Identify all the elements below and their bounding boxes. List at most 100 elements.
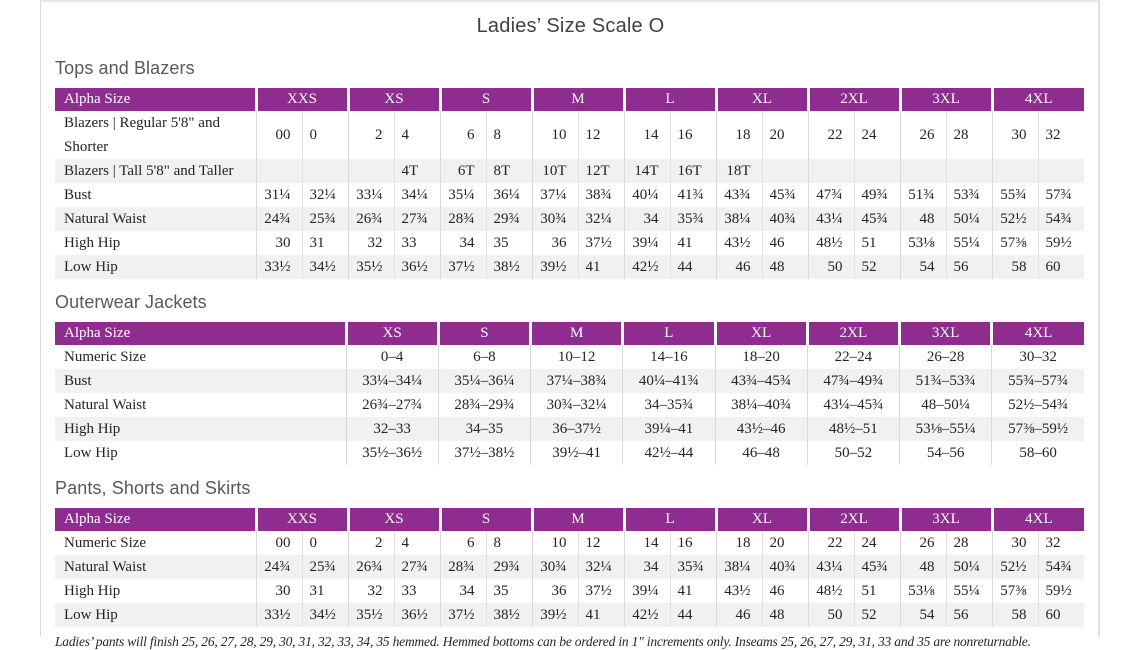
size-column-header: XS [344,322,439,345]
document-page: Ladies’ Size Scale O Tops and Blazers Al… [55,0,1086,650]
page-top-border [40,0,1100,2]
row-label: Natural Waist [55,207,256,231]
value-cell: 22 [807,531,854,555]
page-right-border [1098,0,1100,637]
value-cell: 6 [439,111,486,159]
value-cell: 45¾ [853,207,900,231]
value-cell: 50¼ [945,207,992,231]
pants-shorts-skirts-table: Alpha Size XXS XS S M L XL 2XL 3XL 4XL Numeric Siz… [55,508,1084,627]
value-cell: 00 [255,531,302,555]
value-cell: 48 [761,255,808,279]
table-row: Natural Waist 24¾ 25¾ 26¾ 27¾ 28¾ 29¾ 30¾ 32¼ 34 3… [55,555,1084,579]
row-label: Low Hip [55,441,346,465]
size-column-header: M [530,508,624,531]
section-title-outerwear-jackets: Outerwear Jackets [55,292,207,312]
value-cell: 51¾ [899,183,946,207]
value-cell: 38¼ [715,207,762,231]
value-cell: 36 [531,579,578,603]
value-cell: 26¾–27¾ [345,393,439,417]
value-cell: 51 [853,579,900,603]
value-cell: 37½ [439,255,486,279]
value-cell: 14 [623,111,670,159]
value-cell: 25¾ [301,207,348,231]
value-cell: 6–8 [437,345,531,369]
value-cell [945,159,992,183]
row-label: Blazers | Tall 5'8" and Taller [55,159,256,183]
value-cell: 40¼–41¾ [622,369,715,393]
value-cell: 43½ [715,579,762,603]
value-cell: 60 [1037,255,1084,279]
value-cell: 10 [531,111,578,159]
value-cell [807,159,854,183]
value-cell: 33¼–34¼ [345,369,439,393]
value-cell: 50¼ [945,555,992,579]
value-cell: 44 [669,255,716,279]
value-cell: 2 [347,531,394,555]
value-cell: 48 [899,207,946,231]
value-cell: 32¼ [301,183,348,207]
value-cell: 53⅛ [899,579,946,603]
value-cell: 30 [255,231,302,255]
value-cell: 55¾ [991,183,1038,207]
page-title: Ladies’ Size Scale O [476,15,665,37]
value-cell: 4T [393,159,440,183]
value-cell: 31¼ [255,183,302,207]
value-cell: 28 [945,111,992,159]
value-cell: 43¼ [807,555,854,579]
row-label: Bust [55,369,346,393]
value-cell: 48 [899,555,946,579]
header-row: Alpha Size XS S M L XL 2XL 3XL 4XL [55,322,1084,345]
size-column-header: 4XL [990,88,1084,111]
value-cell: 30 [255,579,302,603]
value-cell: 43¾–45¾ [714,369,808,393]
value-cell [1037,159,1084,183]
value-cell: 36½ [393,255,440,279]
value-cell: 45¾ [761,183,808,207]
value-cell: 38½ [485,603,532,627]
value-cell [991,159,1038,183]
header-row: Alpha Size XXS XS S M L XL 2XL 3XL 4XL [55,88,1084,111]
value-cell: 45¾ [853,555,900,579]
value-cell: 32 [347,231,394,255]
value-cell: 39½–41 [529,441,623,465]
value-cell: 14–16 [622,345,715,369]
value-cell: 26–28 [898,345,992,369]
footnote: Ladies’ pants will finish 25, 26, 27, 28… [55,634,1031,649]
value-cell: 56 [945,603,992,627]
value-cell: 12T [577,159,624,183]
value-cell: 8 [485,531,532,555]
value-cell: 42½ [623,603,670,627]
value-cell: 00 [255,111,302,159]
value-cell: 38¼ [715,555,762,579]
table-row: Low Hip 33½ 34½ 35½ 36½ 37½ 38½ 39½ 41 42½ 44 46 48 5… [55,255,1084,279]
value-cell: 43½ [715,231,762,255]
table-row: Low Hip 35½–36½ 37½–38½ 39½–41 42½–44 46–48 50… [55,441,1084,465]
value-cell: 43¼ [807,207,854,231]
value-cell: 6 [439,531,486,555]
value-cell: 34–35¾ [622,393,715,417]
value-cell: 14T [623,159,670,183]
value-cell: 46 [715,255,762,279]
value-cell: 35¾ [669,555,716,579]
value-cell: 37½–38½ [437,441,531,465]
value-cell: 29¾ [485,555,532,579]
value-cell: 26 [899,531,946,555]
value-cell: 53⅛–55¼ [898,417,992,441]
value-cell: 38½ [485,255,532,279]
size-column-header: S [436,322,531,345]
value-cell: 22 [807,111,854,159]
value-cell: 16 [669,111,716,159]
size-column-header: 4XL [990,508,1084,531]
value-cell: 22–24 [806,345,900,369]
value-cell: 40¾ [761,207,808,231]
size-column-header: XS [346,508,440,531]
table-row: Numeric Size 00 0 2 4 6 8 10 12 14 16 18 20 22 24 26 28 3… [55,531,1084,555]
value-cell: 48 [761,603,808,627]
value-cell: 53⅛ [899,231,946,255]
value-cell: 34¼ [393,183,440,207]
table-row: High Hip 30 31 32 33 34 35 36 37½ 39¼ 41 43½ 46 48½ 51… [55,579,1084,603]
value-cell: 37½ [439,603,486,627]
size-column-header: L [622,508,716,531]
alpha-size-header: Alpha Size [55,322,346,345]
section-title-tops-and-blazers: Tops and Blazers [55,58,195,78]
